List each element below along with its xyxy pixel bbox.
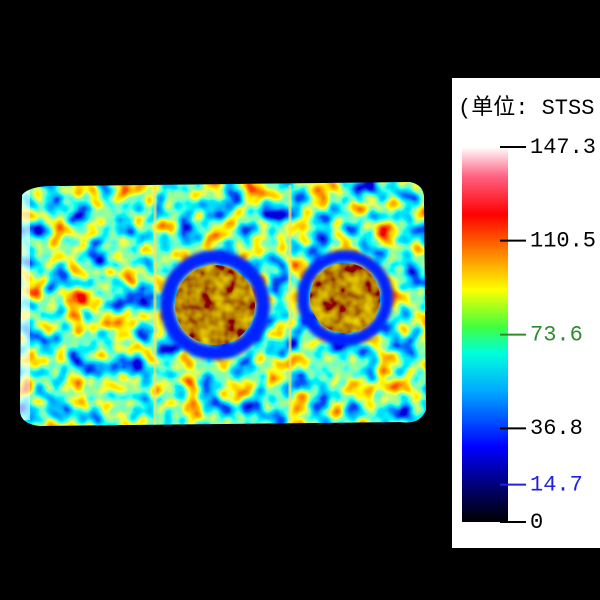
tick-label: 36.8	[530, 416, 583, 441]
tick-label: 147.3	[530, 135, 596, 160]
heatmap-image	[20, 182, 426, 426]
tick-label: 14.7	[530, 472, 583, 497]
tick-label: 110.5	[530, 228, 596, 253]
tick-label: 73.6	[530, 322, 583, 347]
colorbar-ticks: 147.3 110.5 73.6 36.8 14.7 0	[500, 135, 596, 535]
colorbar-title: (单位: STSS	[458, 95, 594, 121]
tick-label: 0	[530, 510, 543, 535]
